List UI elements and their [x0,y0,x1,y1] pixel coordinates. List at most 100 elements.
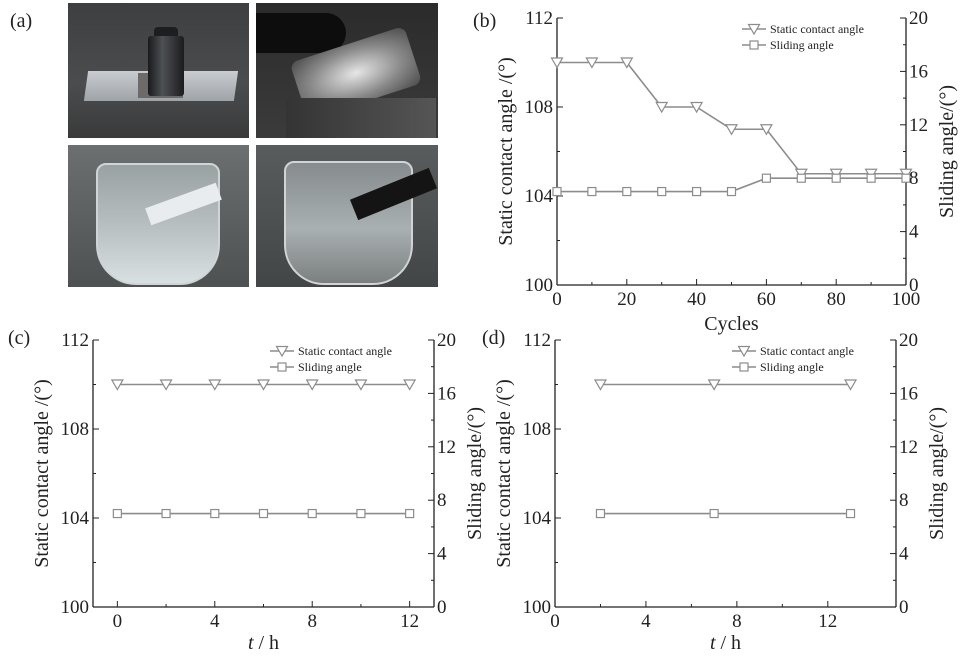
panel-label-b: (b) [473,10,497,32]
data-point-sliding-angle [307,508,317,519]
data-point-contact-angle [655,101,669,114]
data-point-contact-angle [550,57,564,69]
x-tick-label: 20 [617,289,636,310]
data-point-sliding-angle [691,186,702,197]
legend-label-sliding: Sliding angle [760,360,824,374]
x-tick-label: 80 [827,289,846,310]
y-left-tick-label: 104 [523,508,552,529]
data-point-contact-angle [159,379,173,391]
x-tick-label: 0 [552,289,562,310]
data-point-contact-angle [620,57,634,69]
data-point-sliding-angle [405,508,415,519]
y-right-tick-label: 4 [437,544,447,565]
y-right-tick-label: 0 [909,275,919,296]
legend-label-sliding: Sliding angle [298,360,362,374]
legend-marker-contact [747,23,761,36]
legend-marker-sliding [739,362,749,372]
data-point-sliding-angle [622,186,632,197]
panel-label-a: (a) [10,10,33,32]
data-point-contact-angle [843,379,858,391]
y-right-tick-label: 8 [437,490,447,511]
y-right-tick-label: 4 [909,222,919,243]
y-left-tick-label: 100 [523,597,552,618]
data-point-sliding-angle [845,508,856,519]
data-point-sliding-angle [657,186,667,197]
y-right-tick-label: 16 [909,61,928,82]
panel-label-c: (c) [8,327,31,349]
data-point-contact-angle [585,57,599,69]
y-right-tick-label: 8 [909,168,919,189]
legend-label-contact: Static contact angle [298,344,392,358]
legend-marker-sliding [749,40,759,50]
y-left-tick-label: 112 [525,8,553,29]
data-point-sliding-angle [796,173,806,183]
x-tick-label: 12 [400,611,419,632]
data-point-contact-angle [256,379,271,391]
x-tick-label: 4 [210,611,220,632]
data-point-contact-angle [403,379,417,391]
data-point-contact-angle [759,124,773,136]
legend-marker-contact [737,345,751,358]
y-right-tick-label: 0 [437,597,447,618]
y-left-tick-label: 100 [525,275,554,296]
data-point-sliding-angle [831,173,841,183]
y-right-tick-label: 20 [909,8,928,29]
photo-beaker-1 [68,145,249,287]
data-point-sliding-angle [356,508,366,519]
data-point-sliding-angle [258,508,269,519]
y-left-tick-label: 104 [525,186,554,207]
y-left-axis-title: Static contact angle /(°) [31,379,53,567]
photo-abrasion [256,3,438,138]
x-tick-label: 100 [892,289,921,310]
y-right-axis-title: Sliding angle/(°) [936,85,958,218]
x-tick-label: 60 [757,289,776,310]
y-left-tick-label: 100 [61,597,90,618]
data-point-sliding-angle [552,186,562,197]
x-tick-label: 12 [818,611,837,632]
data-point-contact-angle [208,379,222,391]
photo-grid [68,3,438,287]
data-point-contact-angle [724,124,739,136]
data-point-contact-angle [305,379,319,391]
y-left-tick-label: 112 [523,330,551,351]
series-line-contact-angle [557,61,906,175]
data-point-sliding-angle [709,508,719,519]
y-left-axis-title: Static contact angle /(°) [493,379,515,567]
y-right-tick-label: 12 [909,115,928,136]
legend-label-contact: Static contact angle [770,22,864,36]
data-point-sliding-angle [901,173,911,183]
y-right-tick-label: 8 [899,490,909,511]
chart-panel-b [550,17,913,286]
x-tick-label: 4 [641,611,651,632]
photo-beaker-2 [256,145,438,287]
data-point-sliding-angle [210,508,220,519]
y-left-tick-label: 104 [61,508,90,529]
data-point-sliding-angle [761,173,772,183]
data-point-sliding-angle [587,186,597,197]
chart-panel-d: t / h [554,339,897,654]
y-right-tick-label: 16 [437,383,456,404]
legend-label-contact: Static contact angle [760,344,854,358]
y-right-tick-label: 0 [899,597,909,618]
y-left-axis-title: Static contact angle /(°) [495,57,517,245]
x-axis-title: t / h [710,632,741,654]
x-tick-label: 8 [732,611,742,632]
data-point-contact-angle [707,379,721,391]
data-point-contact-angle [690,101,704,114]
data-point-sliding-angle [866,173,876,183]
chart-panel-c: t / h [92,339,435,654]
y-right-tick-label: 16 [899,383,918,404]
y-left-tick-label: 108 [523,419,552,440]
y-left-tick-label: 108 [525,97,554,118]
legend-marker-sliding [277,362,287,372]
data-point-sliding-angle [595,508,606,519]
x-tick-label: 8 [307,611,317,632]
y-right-tick-label: 12 [437,437,456,458]
y-right-axis-title: Sliding angle/(°) [464,407,486,540]
data-point-sliding-angle [726,186,737,197]
y-right-tick-label: 12 [899,437,918,458]
panel-label-d: (d) [482,327,506,349]
x-axis-title: t / h [248,632,279,654]
y-left-tick-label: 112 [61,330,89,351]
